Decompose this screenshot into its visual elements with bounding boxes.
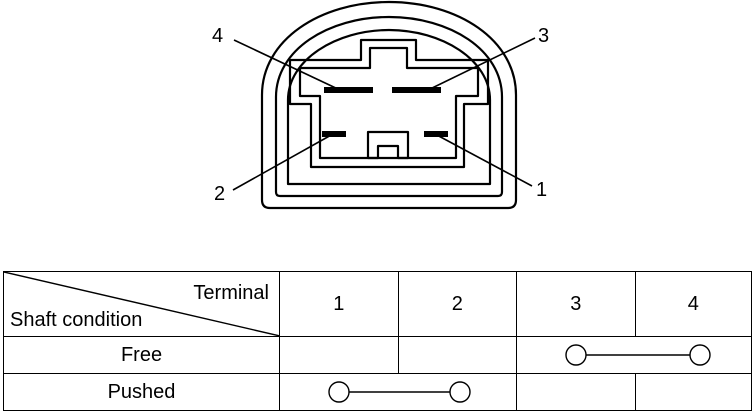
connector-outer-housing (260, 0, 518, 210)
continuity-terminal-1 (328, 381, 350, 403)
connector-rim (286, 28, 492, 186)
continuity-table: Terminal Shaft condition 1 2 3 4 Free Pu… (3, 271, 752, 411)
terminal-header-3: 3 (516, 271, 636, 337)
row-pushed-cell-4 (634, 373, 752, 411)
row-free-cell-2 (397, 336, 517, 374)
header-row: Terminal Shaft condition 1 2 3 4 (3, 271, 752, 337)
row-free-cell-1 (279, 336, 399, 374)
pin-label-3: 3 (538, 25, 549, 47)
condition-free-label: Free (3, 336, 280, 374)
pin-label-2: 2 (214, 183, 225, 205)
terminal-header-1: 1 (279, 271, 399, 337)
connector-diagram: 4 3 2 1 (212, 0, 549, 210)
pin-label-4: 4 (212, 25, 223, 47)
continuity-mark-free (565, 344, 711, 366)
table-row: Free (3, 336, 752, 374)
connector-key (366, 130, 410, 160)
continuity-terminal-2 (449, 381, 471, 403)
leader-line-2 (232, 133, 334, 191)
terminal-header-label: Terminal (193, 282, 269, 304)
corner-header: Terminal Shaft condition (4, 272, 280, 336)
leader-line-4 (233, 39, 341, 91)
row-pushed-continuity-1-2 (279, 373, 517, 411)
terminal-header-4: 4 (634, 271, 752, 337)
terminal-slot-4 (324, 87, 373, 93)
diagonal-line (4, 272, 280, 336)
continuity-terminal-3 (565, 344, 587, 366)
row-pushed-cell-3 (516, 373, 636, 411)
corner-header-cell: Terminal Shaft condition (3, 271, 280, 337)
connector-inner-housing (274, 15, 504, 198)
terminal-header-2: 2 (397, 271, 517, 337)
terminal-slot-2 (322, 131, 346, 137)
terminal-slot-3 (392, 87, 441, 93)
shaft-condition-header-label: Shaft condition (10, 309, 143, 331)
connector-inner-cavity (298, 46, 480, 160)
leader-line-3 (427, 37, 536, 91)
condition-pushed-label: Pushed (3, 373, 280, 411)
continuity-mark-pushed (328, 381, 471, 403)
continuity-terminal-4 (689, 344, 711, 366)
table-row: Pushed (3, 373, 752, 411)
leader-line-1 (434, 133, 533, 187)
pin-label-1: 1 (536, 179, 547, 201)
row-free-continuity-3-4 (516, 336, 752, 374)
